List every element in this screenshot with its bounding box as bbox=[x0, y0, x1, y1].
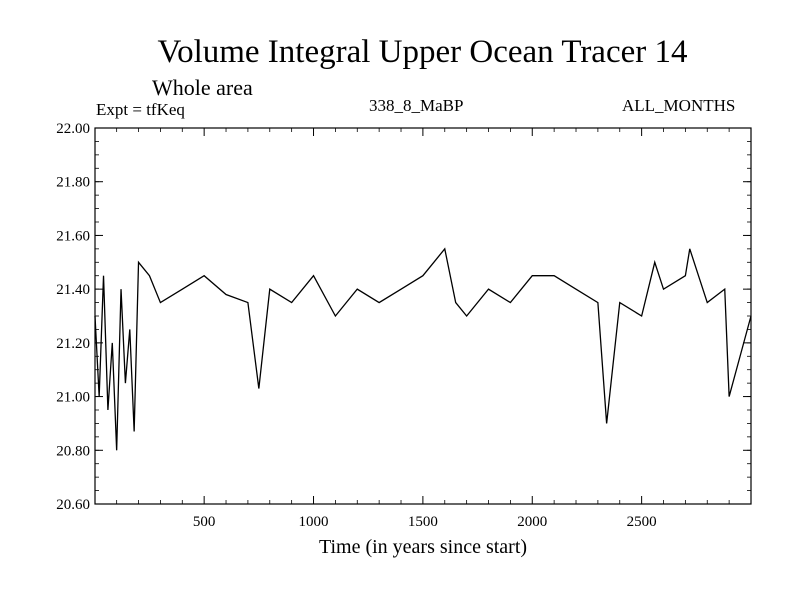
chart-subtitle: Whole area bbox=[152, 75, 253, 100]
series-line-0 bbox=[94, 247, 752, 451]
axis-tick-labels: 20.60 20.80 21.00 21.20 21.40 21.60 21.80 22.00… bbox=[56, 121, 656, 530]
series-group bbox=[94, 247, 752, 451]
y-tick-label: 21.00 bbox=[56, 390, 90, 406]
run-label: 338_8_MaBP bbox=[369, 96, 464, 115]
experiment-label: Expt = tfKeq bbox=[96, 100, 185, 119]
y-tick-label: 21.80 bbox=[56, 175, 90, 191]
months-label: ALL_MONTHS bbox=[622, 96, 736, 115]
x-axis-label: Time (in years since start) bbox=[318, 536, 528, 558]
chart-title: Volume Integral Upper Ocean Tracer 14 bbox=[157, 34, 688, 70]
y-tick-label: 20.80 bbox=[56, 443, 90, 459]
y-tick-label: 21.20 bbox=[56, 336, 90, 352]
x-tick-label: 1000 bbox=[299, 514, 329, 530]
y-tick-label: 21.40 bbox=[56, 282, 90, 298]
x-tick-label: 1500 bbox=[408, 514, 438, 530]
x-tick-label: 500 bbox=[193, 514, 216, 530]
y-tick-label: 22.00 bbox=[56, 121, 90, 137]
y-tick-label: 20.60 bbox=[56, 497, 90, 513]
axis-ticks bbox=[95, 127, 751, 505]
x-tick-label: 2500 bbox=[627, 514, 657, 530]
plot-frame bbox=[94, 127, 752, 505]
x-tick-label: 2000 bbox=[517, 514, 547, 530]
y-tick-label: 21.60 bbox=[56, 228, 90, 244]
